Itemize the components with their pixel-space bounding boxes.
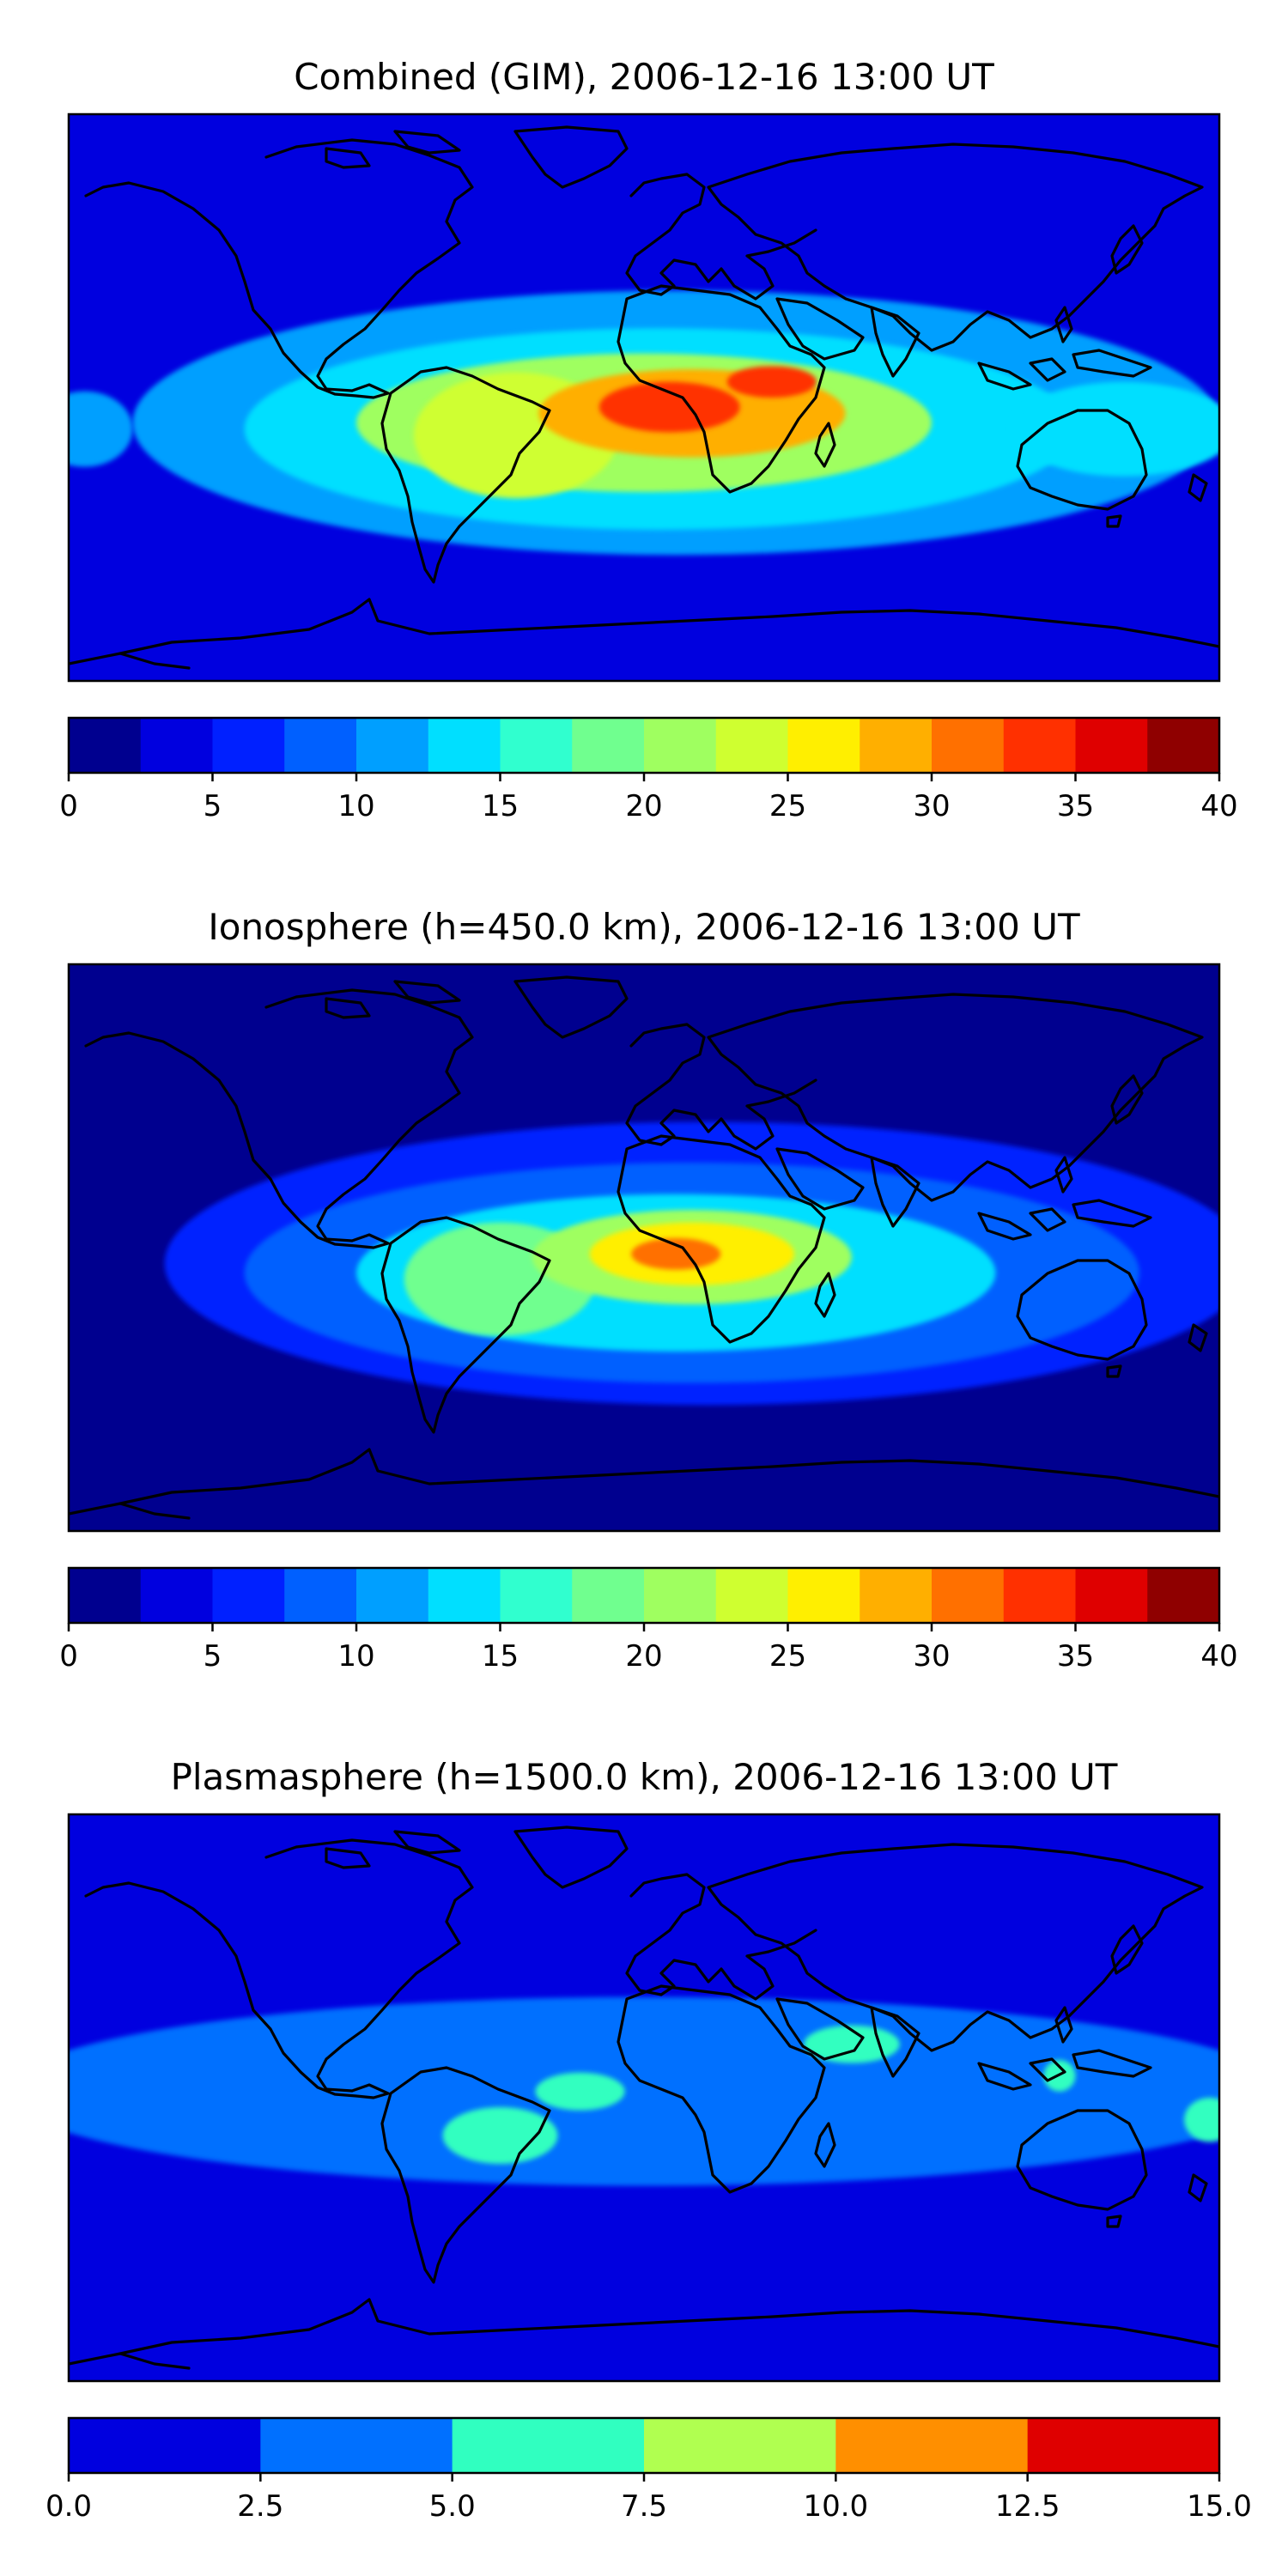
colorbar-segment [69,718,142,773]
colorbar-tick-label: 15.0 [1187,2489,1252,2524]
colorbar-segment [860,1568,933,1623]
colorbar-segment [500,1568,573,1623]
panel-title: Combined (GIM), 2006-12-16 13:00 UT [294,56,994,98]
colorbar-segment [356,1568,429,1623]
colorbar-segment [932,1568,1005,1623]
colorbar-tick-label: 5.0 [429,2489,476,2524]
contour-region [726,366,817,398]
colorbar-segment [644,718,717,773]
colorbar-segment [428,718,501,773]
colorbar-segment [787,1568,860,1623]
colorbar-tick-label: 30 [913,789,950,823]
colorbar: 0 5 10 15 20 25 30 35 40 [59,1566,1238,1674]
contour-region [1012,381,1219,477]
colorbar-tick-label: 15 [482,1639,519,1674]
colorbar-segment [572,718,645,773]
colorbar-segment [140,1568,213,1623]
colorbar-tick-label: 40 [1200,1639,1237,1674]
panel-combined-gim: Combined (GIM), 2006-12-16 13:00 UT 0 5 10… [59,56,1238,823]
colorbar-segment [1003,718,1076,773]
colorbar-tick-label: 35 [1057,1639,1094,1674]
colorbar-segment [500,718,573,773]
colorbar-segment [1027,2418,1220,2473]
panel-plasmasphere: Plasmasphere (h=1500.0 km), 2006-12-16 1… [46,1756,1252,2524]
colorbar-tick-label: 10.0 [803,2489,868,2524]
colorbar-segment [140,718,213,773]
heatmap-field [69,114,1219,681]
colorbar-tick-label: 0 [59,789,78,823]
colorbar-segment [212,718,285,773]
contour-region [598,381,740,433]
map-area [67,1813,1221,2383]
colorbar-segment [284,1568,357,1623]
colorbar-tick-label: 2.5 [237,2489,283,2524]
colorbar-segment [69,2418,261,2473]
colorbar-segment [284,718,357,773]
colorbar-tick-label: 40 [1200,789,1237,823]
colorbar-tick-label: 20 [625,1639,662,1674]
colorbar: 0.0 2.5 5.0 7.5 10.0 12.5 15.0 [46,2416,1252,2524]
colorbar-segment [932,718,1005,773]
colorbar-segment [644,2418,836,2473]
colorbar-segment [715,1568,788,1623]
colorbar-segment [69,1568,142,1623]
contour-region [1184,2098,1219,2142]
panel-ionosphere: Ionosphere (h=450.0 km), 2006-12-16 13:0… [59,906,1238,1674]
contour-region [69,1996,1219,2186]
colorbar-tick-label: 0 [59,1639,78,1674]
colorbar-segment [572,1568,645,1623]
map-area [67,112,1221,683]
colorbar-tick-label: 5 [204,1639,222,1674]
colorbar: 0 5 10 15 20 25 30 35 40 [59,716,1238,823]
panel-title: Ionosphere (h=450.0 km), 2006-12-16 13:0… [208,906,1080,948]
colorbar-segment [1075,1568,1148,1623]
colorbar-tick-label: 12.5 [995,2489,1060,2524]
colorbar-segment [452,2418,645,2473]
colorbar-tick-label: 5 [204,789,222,823]
colorbar-tick-label: 15 [482,789,519,823]
contour-region [69,391,133,467]
colorbar-segment [835,2418,1029,2473]
colorbar-segment [1147,718,1220,773]
colorbar-segment [260,2418,453,2473]
colorbar-tick-label: 25 [769,789,806,823]
heatmap-field [69,964,1219,1531]
colorbar-segment [428,1568,501,1623]
contour-region [535,2072,625,2111]
colorbar-segment [787,718,860,773]
contour-region [631,1238,721,1270]
colorbar-tick-label: 30 [913,1639,950,1674]
colorbar-tick-label: 35 [1057,789,1094,823]
colorbar-tick-label: 25 [769,1639,806,1674]
colorbar-segment [212,1568,285,1623]
panel-title: Plasmasphere (h=1500.0 km), 2006-12-16 1… [171,1756,1118,1798]
colorbar-tick-label: 0.0 [46,2489,92,2524]
colorbar-tick-label: 10 [337,1639,374,1674]
colorbar-tick-label: 20 [625,789,662,823]
colorbar-segment [1075,718,1148,773]
map-area [67,963,1221,1533]
contour-region [442,2107,558,2164]
colorbar-segment [860,718,933,773]
heatmap-field [69,1814,1219,2381]
colorbar-segment [644,1568,717,1623]
colorbar-tick-label: 10 [337,789,374,823]
colorbar-segment [356,718,429,773]
colorbar-segment [1147,1568,1220,1623]
colorbar-segment [1003,1568,1076,1623]
colorbar-segment [715,718,788,773]
colorbar-tick-label: 7.5 [621,2489,667,2524]
